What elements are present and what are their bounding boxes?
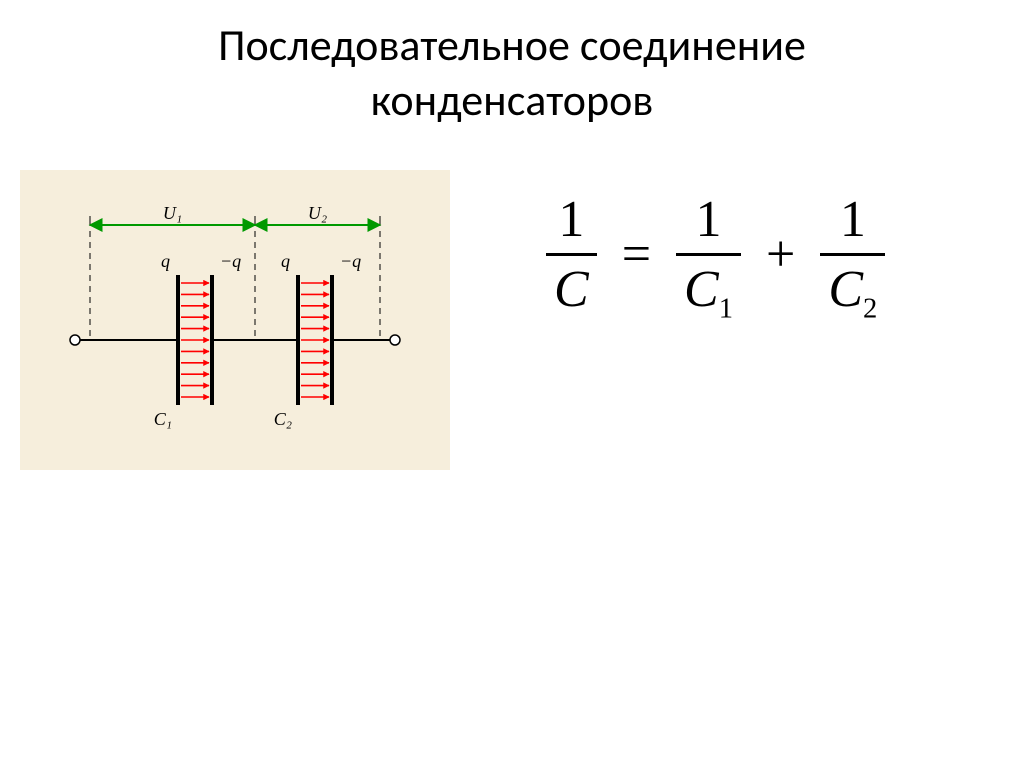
- circuit-diagram: U₁ U₂ q −q q −q C₁ C₂: [20, 170, 450, 470]
- slide-title: Последовательное соединение конденсаторо…: [0, 18, 1024, 128]
- svg-text:U₂: U₂: [308, 203, 327, 223]
- frac-lhs: 1 C: [546, 190, 597, 319]
- lhs-num: 1: [546, 190, 597, 256]
- r2-den: C2: [820, 256, 885, 319]
- svg-text:C₁: C₁: [154, 409, 172, 429]
- svg-text:q: q: [161, 251, 170, 271]
- svg-text:q: q: [281, 251, 290, 271]
- svg-text:−q: −q: [340, 251, 361, 271]
- svg-text:−q: −q: [220, 251, 241, 271]
- lhs-den: C: [546, 256, 597, 319]
- svg-text:C₂: C₂: [274, 409, 292, 429]
- r1-den: C1: [676, 256, 741, 319]
- equals-op: =: [622, 225, 651, 284]
- frac-r1: 1 C1: [676, 190, 741, 319]
- plus-op: +: [766, 225, 795, 284]
- r2-num: 1: [820, 190, 885, 256]
- frac-r2: 1 C2: [820, 190, 885, 319]
- svg-text:U₁: U₁: [163, 203, 182, 223]
- capacitance-formula: 1 C = 1 C1 + 1 C2: [540, 190, 891, 319]
- r1-num: 1: [676, 190, 741, 256]
